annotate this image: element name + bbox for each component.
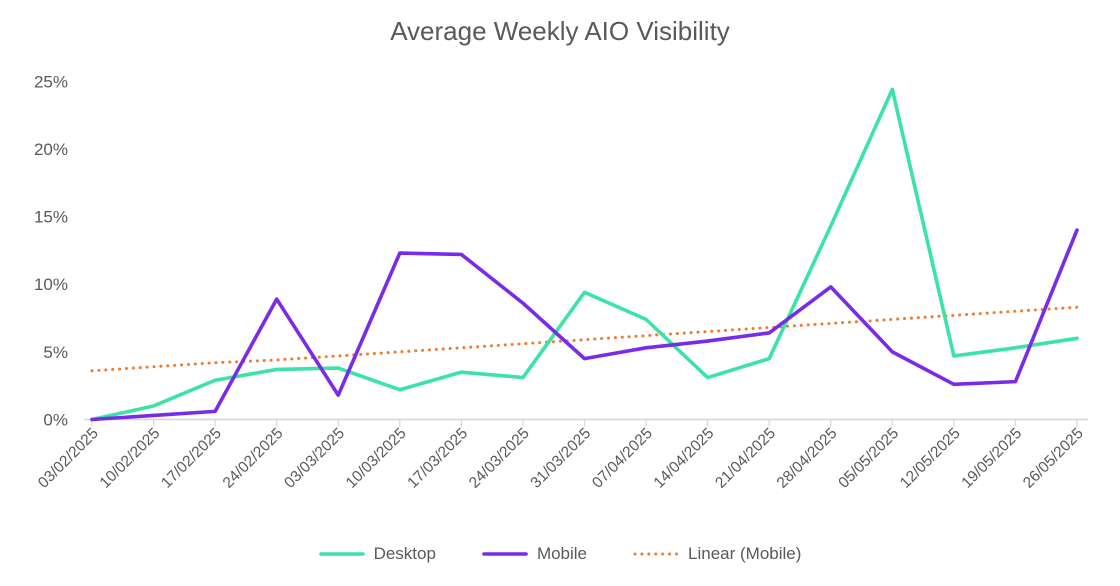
legend-swatch-desktop [318, 552, 365, 556]
legend-swatch-mobile [482, 552, 528, 556]
x-tick-label: 17/03/2025 [404, 425, 471, 492]
legend-item-mobile: Mobile [482, 544, 587, 564]
y-tick-label: 15% [34, 208, 68, 227]
legend-item-desktop: Desktop [318, 544, 436, 564]
y-tick-label: 20% [34, 140, 68, 159]
x-tick-label: 12/05/2025 [897, 425, 964, 492]
series-line-linear-mobile [90, 305, 1079, 373]
x-tick-label: 19/05/2025 [958, 425, 1025, 492]
legend: Desktop Mobile Linear (Mobile) [0, 544, 1120, 564]
x-tick-label: 07/04/2025 [589, 425, 656, 492]
x-tick-label: 05/05/2025 [835, 425, 902, 492]
y-tick-label: 10% [34, 275, 68, 294]
x-tick-label: 24/03/2025 [466, 425, 533, 492]
legend-label-mobile: Mobile [536, 544, 588, 563]
x-tick-label: 31/03/2025 [527, 425, 594, 492]
x-tick-label: 10/02/2025 [97, 425, 164, 492]
series-line-mobile [90, 228, 1079, 422]
x-tick-label: 10/03/2025 [343, 425, 410, 492]
chart-title: Average Weekly AIO Visibility [390, 16, 730, 46]
legend-item-linear-mobile: Linear (Mobile) [633, 544, 801, 564]
x-tick-label: 03/03/2025 [281, 425, 348, 492]
y-tick-label: 0% [43, 411, 68, 430]
y-tick-label: 25% [34, 72, 68, 91]
x-tick-label: 17/02/2025 [158, 425, 225, 492]
x-tick-label: 21/04/2025 [712, 425, 779, 492]
x-tick-label: 24/02/2025 [220, 425, 287, 492]
x-tick-label: 26/05/2025 [1020, 425, 1087, 492]
x-tick-label: 28/04/2025 [774, 425, 841, 492]
x-tick-label: 14/04/2025 [651, 425, 718, 492]
legend-swatch-linear-mobile [633, 552, 679, 556]
legend-label-linear-mobile: Linear (Mobile) [688, 544, 802, 563]
legend-label-desktop: Desktop [373, 544, 436, 563]
series-line-desktop [90, 87, 1079, 422]
y-tick-label: 5% [43, 343, 68, 362]
x-tick-label: 03/02/2025 [35, 425, 102, 492]
